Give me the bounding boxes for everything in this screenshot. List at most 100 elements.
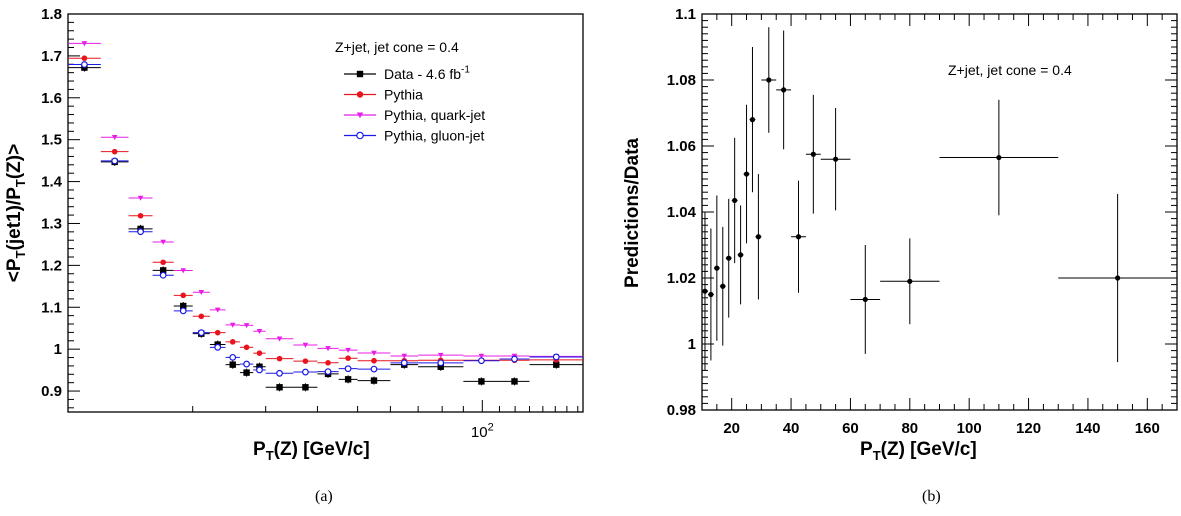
series-pythia-quark-jet	[68, 41, 583, 360]
data-point	[111, 157, 119, 165]
data-point	[160, 259, 166, 266]
data-point	[302, 384, 309, 391]
data-point-group	[939, 99, 1059, 216]
panel-b-data	[702, 27, 1177, 371]
panel-b-y-axis: 0.98 1 1.02 1.04 1.06 1.08 1.1	[667, 6, 1177, 419]
data-point	[325, 346, 331, 352]
data-point-group	[707, 228, 714, 361]
legend-entry: Pythia, quark-jet	[344, 107, 485, 123]
data-point	[198, 313, 205, 320]
data-point	[325, 360, 331, 366]
y-tick-label: 1.8	[41, 6, 62, 23]
panel-a-x-label: PT(Z) [GeV/c]	[253, 439, 370, 463]
data-point	[743, 171, 750, 177]
x-tick-label: 80	[901, 420, 918, 437]
y-tick-label: 1.02	[667, 270, 696, 287]
data-point	[81, 41, 88, 47]
data-point	[229, 339, 236, 345]
legend-entry: Pythia	[344, 87, 423, 103]
data-point	[726, 255, 732, 261]
data-point	[755, 234, 762, 240]
x-tick-label: 120	[1016, 420, 1041, 437]
data-point	[370, 377, 378, 384]
data-point	[214, 329, 221, 336]
data-point	[478, 378, 485, 385]
data-point	[81, 55, 88, 62]
y-tick-label: 1.1	[41, 299, 62, 316]
data-point-group	[719, 226, 726, 346]
data-point	[159, 271, 167, 279]
x-tick-label: 160	[1135, 420, 1160, 437]
data-point	[276, 369, 283, 377]
data-point-group	[702, 212, 708, 371]
data-point	[137, 228, 144, 236]
data-point	[400, 359, 408, 367]
panel-a: 0.9 1 1.1 1.2 1.3 1.4 1.5 1.6 1.7 1.8 102 <PT(jet…	[4, 6, 584, 463]
data-point	[180, 302, 187, 310]
legend-label: Pythia, quark-jet	[384, 107, 485, 123]
data-point	[732, 197, 738, 204]
data-point	[214, 343, 222, 351]
y-tick-label: 0.9	[41, 383, 62, 400]
legend-entry: Data - 4.6 fb-1	[344, 65, 470, 82]
data-point	[437, 359, 445, 367]
data-point-group	[820, 108, 851, 211]
data-point	[371, 357, 377, 364]
data-point	[795, 234, 802, 240]
data-point	[111, 148, 118, 155]
y-tick-label: 1.5	[41, 132, 62, 149]
data-point	[810, 151, 816, 157]
data-point	[996, 154, 1002, 161]
data-point	[371, 350, 377, 356]
data-point	[179, 307, 187, 315]
data-point	[256, 366, 263, 374]
panel-a-y-label: <PT(jet1)/PT(Z)>	[4, 144, 28, 282]
data-point	[302, 358, 309, 364]
data-point-group	[731, 137, 738, 264]
data-point	[197, 329, 205, 337]
data-point-group	[743, 104, 750, 244]
x-tick-label: 102	[471, 421, 494, 441]
y-tick-label: 1.6	[41, 90, 62, 107]
data-point	[714, 265, 720, 271]
caption-b: (b)	[922, 488, 941, 505]
panel-b-frame	[701, 13, 1178, 411]
data-point-group	[776, 30, 792, 150]
data-point	[302, 368, 309, 376]
y-tick-label: 1.08	[667, 72, 696, 89]
data-point	[160, 239, 166, 245]
data-point-group	[850, 245, 881, 354]
data-point	[344, 376, 352, 383]
y-tick-label: 1	[688, 336, 696, 353]
panel-a-x-axis: 102	[192, 400, 579, 441]
x-tick-label: 100	[957, 420, 982, 437]
data-point	[478, 353, 485, 359]
legend-label: Pythia, gluon-jet	[384, 128, 485, 144]
data-point	[137, 195, 144, 201]
data-point-group	[737, 205, 744, 305]
data-point	[552, 353, 560, 361]
data-point	[276, 384, 283, 391]
data-point	[345, 347, 351, 353]
x-tick-label: 140	[1075, 420, 1100, 437]
y-tick-label: 1.7	[41, 48, 62, 65]
data-point	[832, 156, 839, 162]
data-point	[437, 363, 444, 370]
y-tick-label: 0.98	[667, 402, 696, 419]
legend-marker	[356, 112, 364, 119]
data-point	[749, 117, 756, 123]
y-tick-label: 1.3	[41, 215, 62, 232]
data-point-group	[1058, 193, 1177, 363]
data-point-group	[713, 195, 720, 341]
data-point	[781, 87, 787, 93]
data-point	[243, 344, 250, 351]
data-point	[243, 369, 250, 376]
y-tick-label: 1	[54, 341, 62, 358]
data-point	[243, 360, 250, 368]
panel-a-frame	[67, 13, 584, 413]
data-point	[370, 365, 378, 373]
data-point	[243, 323, 250, 329]
caption-a: (a)	[315, 488, 333, 505]
data-point	[907, 278, 913, 284]
data-point-group	[805, 94, 821, 214]
